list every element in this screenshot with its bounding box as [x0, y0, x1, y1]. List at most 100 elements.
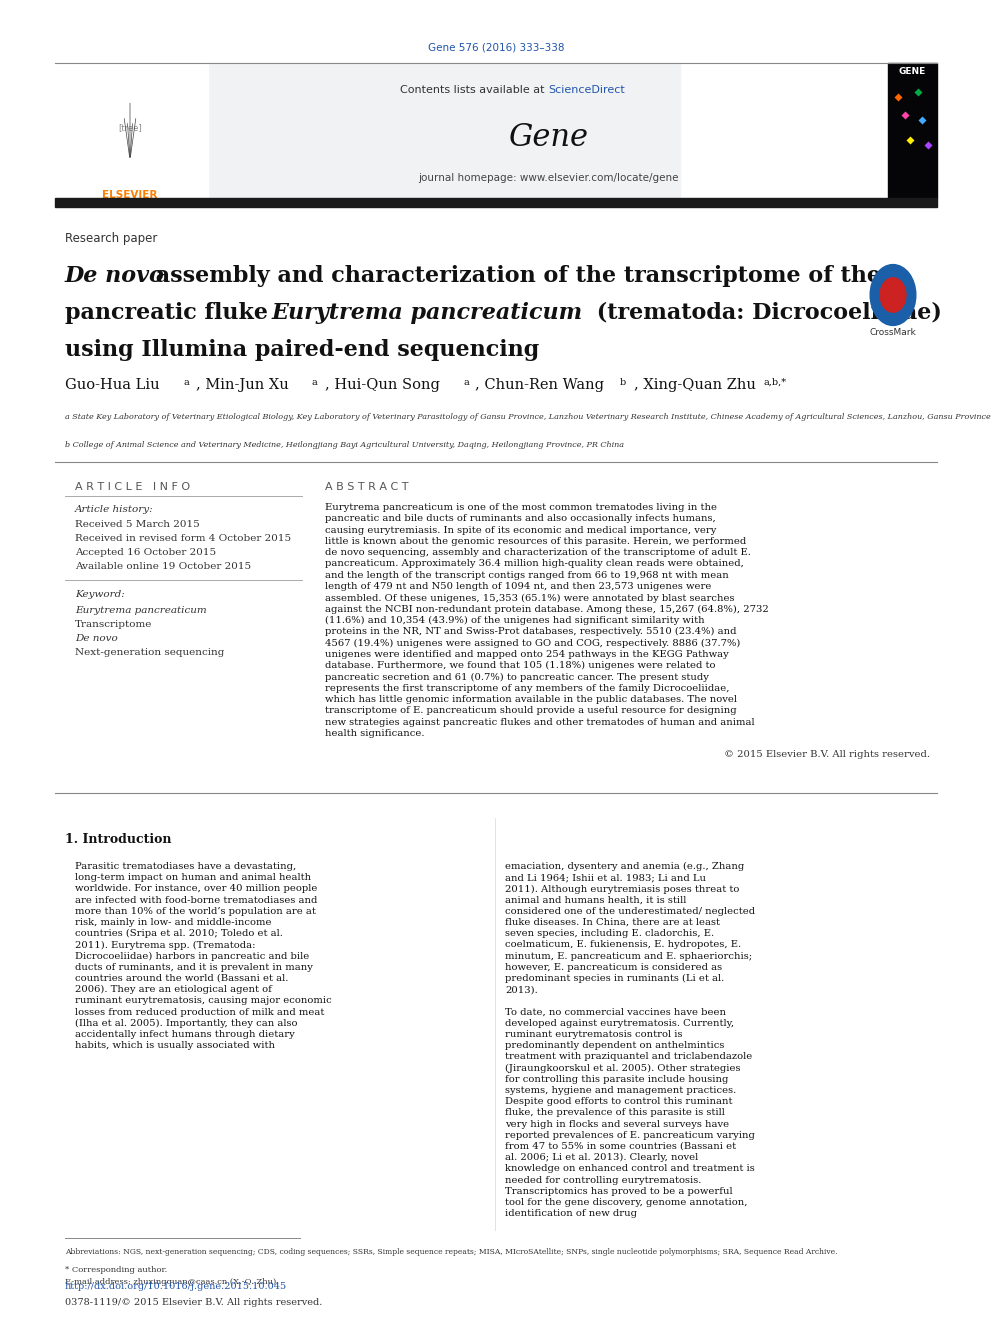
- Text: Received in revised form 4 October 2015: Received in revised form 4 October 2015: [75, 534, 291, 542]
- Text: Gene: Gene: [508, 123, 588, 153]
- Text: (trematoda: Dicrocoeliidae): (trematoda: Dicrocoeliidae): [589, 302, 941, 324]
- Text: (Jiraungkoorskul et al. 2005). Other strategies: (Jiraungkoorskul et al. 2005). Other str…: [505, 1064, 740, 1073]
- Text: , Hui-Qun Song: , Hui-Qun Song: [325, 378, 444, 392]
- Text: , Chun-Ren Wang: , Chun-Ren Wang: [475, 378, 609, 392]
- Circle shape: [870, 265, 916, 325]
- Text: Accepted 16 October 2015: Accepted 16 October 2015: [75, 548, 216, 557]
- Text: habits, which is usually associated with: habits, which is usually associated with: [75, 1041, 275, 1050]
- Text: losses from reduced production of milk and meat: losses from reduced production of milk a…: [75, 1008, 324, 1016]
- Text: however, E. pancreaticum is considered as: however, E. pancreaticum is considered a…: [505, 963, 722, 972]
- Text: emaciation, dysentery and anemia (e.g., Zhang: emaciation, dysentery and anemia (e.g., …: [505, 863, 744, 871]
- Text: 2011). Eurytrema spp. (Trematoda:: 2011). Eurytrema spp. (Trematoda:: [75, 941, 256, 950]
- Text: health significance.: health significance.: [325, 729, 425, 738]
- Bar: [55, 198, 937, 206]
- Text: Available online 19 October 2015: Available online 19 October 2015: [75, 562, 251, 572]
- Text: Parasitic trematodiases have a devastating,: Parasitic trematodiases have a devastati…: [75, 863, 297, 871]
- Text: identification of new drug: identification of new drug: [505, 1209, 637, 1218]
- Text: little is known about the genomic resources of this parasite. Herein, we perform: little is known about the genomic resour…: [325, 537, 746, 546]
- Text: To date, no commercial vaccines have been: To date, no commercial vaccines have bee…: [505, 1008, 726, 1016]
- Text: A R T I C L E   I N F O: A R T I C L E I N F O: [75, 482, 190, 492]
- Text: 1. Introduction: 1. Introduction: [65, 833, 172, 845]
- Text: new strategies against pancreatic flukes and other trematodes of human and anima: new strategies against pancreatic flukes…: [325, 717, 755, 726]
- Text: * Corresponding author.: * Corresponding author.: [65, 1266, 168, 1274]
- Text: minutum, E. pancreaticum and E. sphaeriorchis;: minutum, E. pancreaticum and E. sphaerio…: [505, 951, 752, 960]
- Text: b College of Animal Science and Veterinary Medicine, Heilongjiang Bayi Agricultu: b College of Animal Science and Veterina…: [65, 441, 624, 448]
- Text: Eurytrema pancreaticum: Eurytrema pancreaticum: [75, 606, 206, 615]
- Text: ELSEVIER: ELSEVIER: [102, 191, 158, 200]
- Text: Next-generation sequencing: Next-generation sequencing: [75, 648, 224, 658]
- Text: al. 2006; Li et al. 2013). Clearly, novel: al. 2006; Li et al. 2013). Clearly, nove…: [505, 1154, 698, 1163]
- Text: long-term impact on human and animal health: long-term impact on human and animal hea…: [75, 873, 311, 882]
- Text: ScienceDirect: ScienceDirect: [548, 85, 625, 95]
- Text: more than 10% of the world’s population are at: more than 10% of the world’s population …: [75, 906, 315, 916]
- Text: are infected with food-borne trematodiases and: are infected with food-borne trematodias…: [75, 896, 317, 905]
- Text: 4567 (19.4%) unigenes were assigned to GO and COG, respectively. 8886 (37.7%): 4567 (19.4%) unigenes were assigned to G…: [325, 639, 740, 648]
- Text: De novo: De novo: [65, 265, 165, 287]
- Text: causing eurytremiasis. In spite of its economic and medical importance, very: causing eurytremiasis. In spite of its e…: [325, 525, 716, 534]
- Text: http://dx.doi.org/10.1016/j.gene.2015.10.045: http://dx.doi.org/10.1016/j.gene.2015.10…: [65, 1282, 287, 1291]
- Text: Gene 576 (2016) 333–338: Gene 576 (2016) 333–338: [428, 44, 564, 53]
- Text: a State Key Laboratory of Veterinary Etiological Biology, Key Laboratory of Vete: a State Key Laboratory of Veterinary Eti…: [65, 413, 992, 421]
- Text: predominantly dependent on anthelmintics: predominantly dependent on anthelmintics: [505, 1041, 724, 1050]
- Text: Transcriptomics has proved to be a powerful: Transcriptomics has proved to be a power…: [505, 1187, 733, 1196]
- Text: very high in flocks and several surveys have: very high in flocks and several surveys …: [505, 1119, 729, 1129]
- Bar: [888, 64, 937, 198]
- Text: Keyword:: Keyword:: [75, 590, 125, 599]
- Text: A B S T R A C T: A B S T R A C T: [325, 482, 409, 492]
- Text: pancreaticum. Approximately 36.4 million high-quality clean reads were obtained,: pancreaticum. Approximately 36.4 million…: [325, 560, 744, 569]
- Text: database. Furthermore, we found that 105 (1.18%) unigenes were related to: database. Furthermore, we found that 105…: [325, 662, 715, 671]
- Text: countries around the world (Bassani et al.: countries around the world (Bassani et a…: [75, 974, 289, 983]
- Text: Contents lists available at: Contents lists available at: [400, 85, 548, 95]
- Text: Dicrocoeliidae) harbors in pancreatic and bile: Dicrocoeliidae) harbors in pancreatic an…: [75, 951, 310, 960]
- Text: animal and humans health, it is still: animal and humans health, it is still: [505, 896, 686, 905]
- Text: Transcriptome: Transcriptome: [75, 620, 153, 628]
- Text: considered one of the underestimated/ neglected: considered one of the underestimated/ ne…: [505, 906, 755, 916]
- Text: represents the first transcriptome of any members of the family Dicrocoeliidae,: represents the first transcriptome of an…: [325, 684, 729, 693]
- Text: (11.6%) and 10,354 (43.9%) of the unigenes had significant similarity with: (11.6%) and 10,354 (43.9%) of the unigen…: [325, 617, 704, 626]
- Text: unigenes were identified and mapped onto 254 pathways in the KEGG Pathway: unigenes were identified and mapped onto…: [325, 650, 729, 659]
- Bar: [55, 64, 208, 198]
- Text: a,b,*: a,b,*: [764, 378, 787, 388]
- Text: assembled. Of these unigenes, 15,353 (65.1%) were annotated by blast searches: assembled. Of these unigenes, 15,353 (65…: [325, 594, 734, 602]
- Text: ducts of ruminants, and it is prevalent in many: ducts of ruminants, and it is prevalent …: [75, 963, 312, 972]
- Text: accidentally infect humans through dietary: accidentally infect humans through dieta…: [75, 1031, 295, 1039]
- Text: De novo: De novo: [75, 634, 118, 643]
- Text: reported prevalences of E. pancreaticum varying: reported prevalences of E. pancreaticum …: [505, 1131, 755, 1140]
- Text: pancreatic and bile ducts of ruminants and also occasionally infects humans,: pancreatic and bile ducts of ruminants a…: [325, 515, 716, 524]
- Text: and the length of the transcript contigs ranged from 66 to 19,968 nt with mean: and the length of the transcript contigs…: [325, 570, 729, 579]
- Text: knowledge on enhanced control and treatment is: knowledge on enhanced control and treatm…: [505, 1164, 755, 1174]
- Text: a: a: [312, 378, 317, 388]
- Text: tool for the gene discovery, genome annotation,: tool for the gene discovery, genome anno…: [505, 1199, 748, 1207]
- Text: ruminant eurytrematosis, causing major economic: ruminant eurytrematosis, causing major e…: [75, 996, 331, 1005]
- Text: , Min-Jun Xu: , Min-Jun Xu: [196, 378, 294, 392]
- Text: assembly and characterization of the transcriptome of the: assembly and characterization of the tra…: [148, 265, 881, 287]
- Text: Despite good efforts to control this ruminant: Despite good efforts to control this rum…: [505, 1097, 732, 1106]
- Text: CrossMark: CrossMark: [870, 328, 917, 337]
- Text: Research paper: Research paper: [65, 232, 158, 245]
- Text: GENE: GENE: [899, 67, 926, 77]
- Text: Abbreviations: NGS, next-generation sequencing; CDS, coding sequences; SSRs, Sim: Abbreviations: NGS, next-generation sequ…: [65, 1248, 837, 1256]
- Text: for controlling this parasite include housing: for controlling this parasite include ho…: [505, 1074, 728, 1084]
- Text: a: a: [463, 378, 469, 388]
- Text: a: a: [183, 378, 188, 388]
- Text: predominant species in ruminants (Li et al.: predominant species in ruminants (Li et …: [505, 974, 724, 983]
- Circle shape: [880, 278, 906, 312]
- Text: risk, mainly in low- and middle-income: risk, mainly in low- and middle-income: [75, 918, 272, 927]
- Text: coelmaticum, E. fukienensis, E. hydropotes, E.: coelmaticum, E. fukienensis, E. hydropot…: [505, 941, 741, 950]
- Text: [tree]: [tree]: [118, 123, 142, 132]
- Text: systems, hygiene and management practices.: systems, hygiene and management practice…: [505, 1086, 736, 1095]
- Text: needed for controlling eurytrematosis.: needed for controlling eurytrematosis.: [505, 1176, 701, 1184]
- Text: fluke diseases. In China, there are at least: fluke diseases. In China, there are at l…: [505, 918, 720, 927]
- Text: seven species, including E. cladorchis, E.: seven species, including E. cladorchis, …: [505, 929, 714, 938]
- Text: against the NCBI non-redundant protein database. Among these, 15,267 (64.8%), 27: against the NCBI non-redundant protein d…: [325, 605, 769, 614]
- Text: fluke, the prevalence of this parasite is still: fluke, the prevalence of this parasite i…: [505, 1109, 725, 1118]
- Text: 0378-1119/© 2015 Elsevier B.V. All rights reserved.: 0378-1119/© 2015 Elsevier B.V. All right…: [65, 1298, 322, 1307]
- Text: , Xing-Quan Zhu: , Xing-Quan Zhu: [634, 378, 761, 392]
- Text: Guo-Hua Liu: Guo-Hua Liu: [65, 378, 165, 392]
- Text: Article history:: Article history:: [75, 505, 154, 515]
- Text: 2013).: 2013).: [505, 986, 538, 994]
- Text: (Ilha et al. 2005). Importantly, they can also: (Ilha et al. 2005). Importantly, they ca…: [75, 1019, 298, 1028]
- Text: using Illumina paired-end sequencing: using Illumina paired-end sequencing: [65, 339, 540, 361]
- Text: Eurytrema pancreaticum: Eurytrema pancreaticum: [272, 302, 583, 324]
- Text: developed against eurytrematosis. Currently,: developed against eurytrematosis. Curren…: [505, 1019, 734, 1028]
